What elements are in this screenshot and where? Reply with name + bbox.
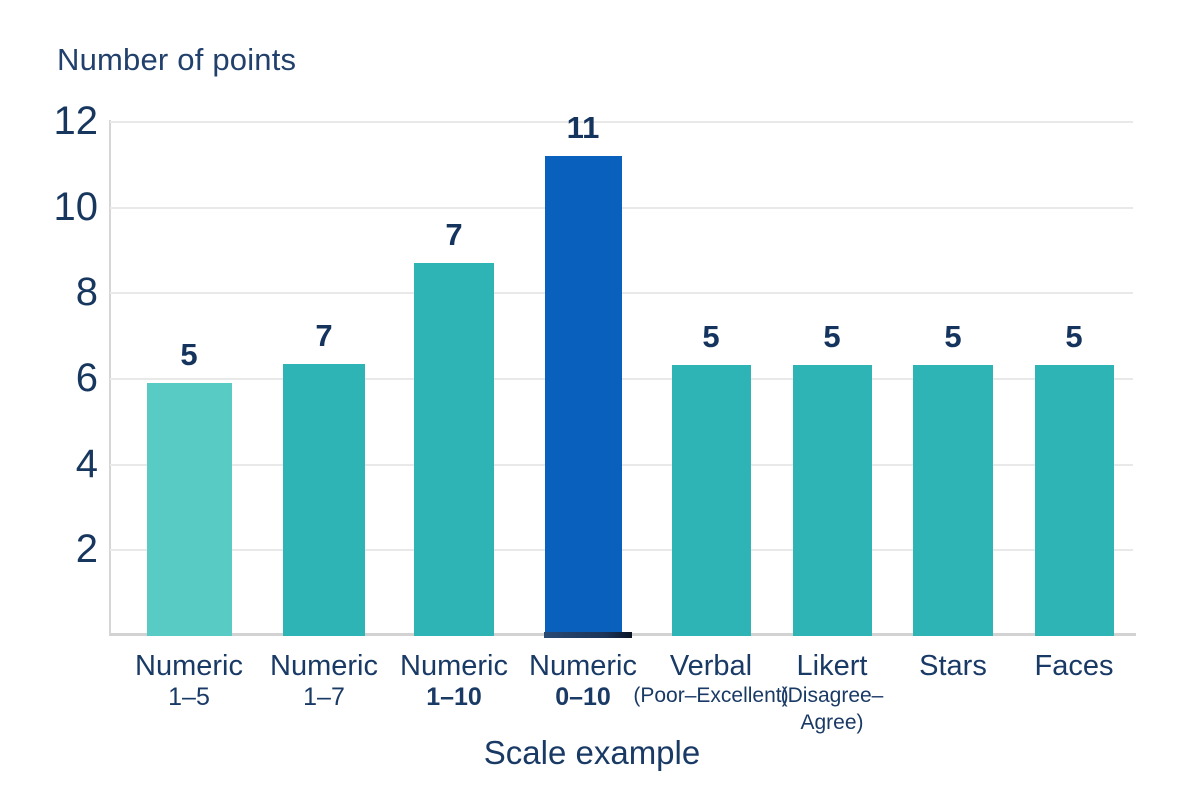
x-axis-category-label-verbal: Verbal (Poor–Excellent) (616, 650, 806, 709)
category-label-line: (Poor–Excellent) (633, 684, 789, 707)
y-axis-tick-label: 12 (53, 99, 99, 143)
x-axis-title: Scale example (483, 734, 701, 771)
category-label-line: Numeric (135, 650, 243, 682)
category-label-line: Likert (796, 650, 868, 682)
y-axis-tick-label: 4 (75, 441, 98, 486)
y-axis-title: Number of points (57, 42, 297, 77)
gridline-10 (110, 206, 1133, 209)
y-axis-tick-label: 8 (75, 270, 98, 315)
bar-value-label-stars: 5 (944, 318, 962, 354)
category-label-line: Numeric (529, 650, 637, 682)
bar-stars (913, 364, 993, 636)
bar-numeric-0-10 (544, 155, 622, 636)
category-label-line: 1–5 (168, 683, 210, 711)
gridline-6 (110, 378, 1133, 380)
category-label-line: Numeric (270, 650, 378, 682)
bar-value-label-faces: 5 (1065, 318, 1083, 354)
bar-numeric-1-5 (146, 382, 232, 636)
bar-numeric-1-10 (414, 262, 494, 636)
bar-value-label-likert: 5 (823, 318, 841, 354)
gridline-8 (110, 292, 1133, 295)
x-axis-category-label-numeric-1-7: Numeric 1–7 (229, 650, 419, 712)
category-label-line: Agree) (800, 711, 864, 734)
x-axis-category-label-numeric-1-10: Numeric 1–10 (359, 650, 549, 712)
x-axis-category-label-faces: Faces (979, 650, 1169, 682)
y-axis-tick-label: 2 (75, 527, 98, 572)
x-axis-category-label-stars: Stars (858, 650, 1048, 682)
bar-faces (1034, 364, 1114, 636)
bar-value-label-numeric-1-7: 7 (315, 318, 333, 353)
category-label-line: Faces (1034, 650, 1114, 682)
gridline-2 (110, 549, 1133, 552)
gridline-4 (110, 463, 1133, 466)
bar-value-label-verbal: 5 (702, 318, 720, 354)
category-label-line: 0–10 (555, 683, 611, 711)
y-axis-tick-label: 10 (53, 184, 99, 229)
category-label-line: 1–10 (426, 683, 482, 711)
category-label-line: Stars (919, 650, 987, 682)
bar-numeric-1-7 (283, 364, 365, 636)
bar-value-label-numeric-1-5: 5 (180, 336, 198, 372)
x-axis-category-label-likert: Likert (Disagree– Agree) (737, 650, 927, 736)
bar-value-label-numeric-0-10: 11 (566, 109, 600, 145)
bar-value-label-numeric-1-10: 7 (445, 216, 463, 252)
y-axis-tick-label: 6 (75, 356, 98, 400)
bar-base-shadow-numeric-0-10 (543, 632, 632, 638)
category-label-line: 1–7 (303, 683, 345, 711)
category-label-line: (Disagree– (780, 684, 884, 707)
gridline-12 (110, 121, 1133, 123)
category-label-line: Verbal (669, 650, 753, 682)
category-label-line: Numeric (400, 650, 508, 682)
bar-likert (792, 364, 872, 636)
x-axis-category-label-numeric-0-10: Numeric 0–10 (488, 650, 678, 712)
x-axis-category-label-numeric-1-5: Numeric 1–5 (94, 650, 284, 712)
bar-verbal (671, 364, 751, 636)
